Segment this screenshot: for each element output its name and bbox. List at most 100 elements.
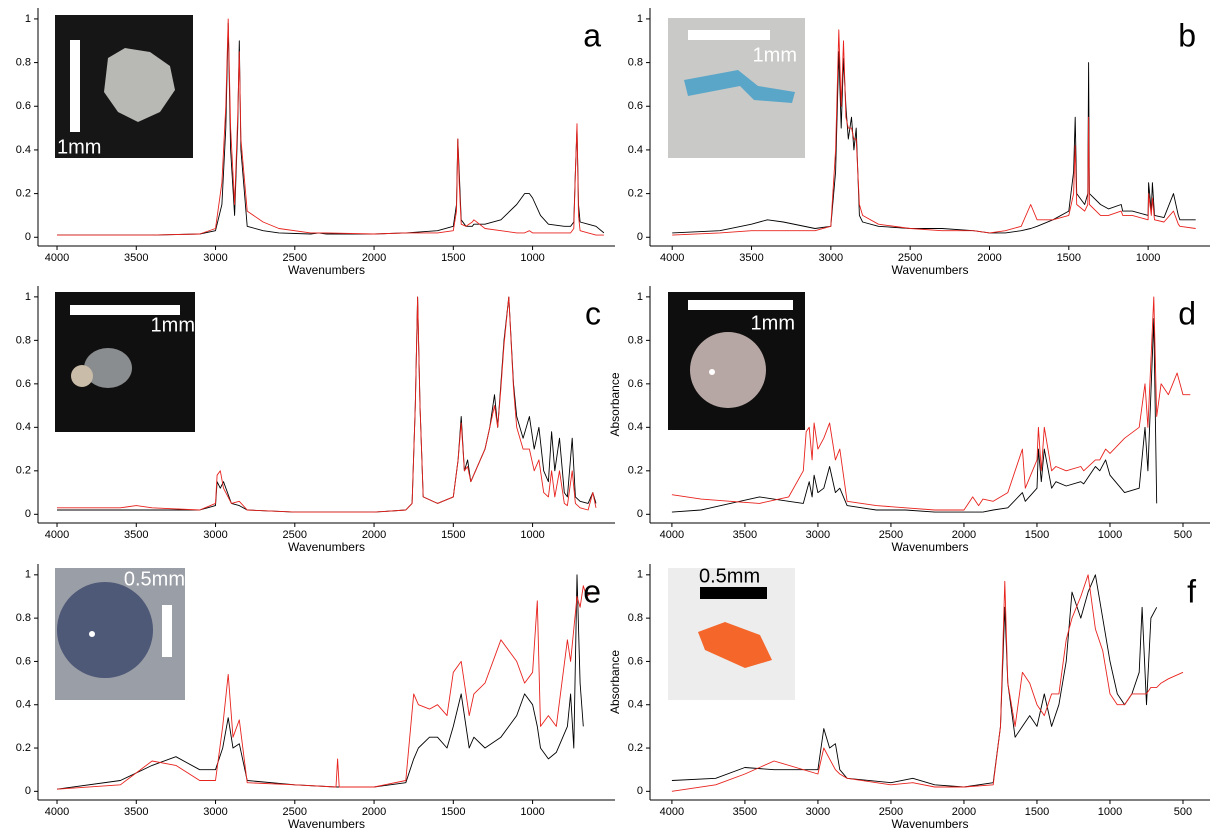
panel: 0 0.2 0.4 0.6 0.8 1 4000 3500 3000 2500 2000 1500 10…	[16, 564, 615, 831]
y-tick-label: 0	[637, 785, 643, 797]
x-tick-label: 3500	[124, 252, 148, 264]
scale-label: 1mm	[751, 312, 795, 334]
panel-label: c	[585, 295, 601, 331]
x-tick-label: 3500	[733, 529, 757, 541]
y-tick-label: 0.4	[16, 421, 31, 433]
x-tick-label: 2500	[283, 529, 307, 541]
y-tick-label: 0.6	[16, 100, 31, 112]
x-tick-label: 1000	[520, 529, 544, 541]
x-tick-label: 4000	[45, 252, 69, 264]
x-tick-label: 2500	[898, 252, 922, 264]
plot-area	[671, 574, 1184, 792]
y-tick-label: 0.2	[16, 742, 31, 754]
x-tick-label: 3000	[819, 252, 843, 264]
x-axis-label: Wavenumbers	[288, 540, 365, 554]
x-tick-label: 2000	[362, 529, 386, 541]
panel: 0 0.2 0.4 0.6 0.8 1 4000 3500 3000 2500 2000 1500 10…	[16, 286, 615, 554]
y-tick-label: 0.6	[628, 100, 643, 112]
plot-area	[57, 18, 605, 236]
y-tick-label: 0.6	[16, 655, 31, 667]
y-tick-label: 0.4	[628, 421, 643, 433]
x-tick-label: 3500	[124, 806, 148, 818]
x-tick-label: 2500	[283, 806, 307, 818]
x-tick-label: 2500	[879, 806, 903, 818]
spectrum-line	[671, 574, 1158, 788]
y-tick-label: 0.8	[628, 612, 643, 624]
y-tick-label: 1	[637, 13, 643, 25]
x-tick-label: 2000	[362, 806, 386, 818]
x-axis-label: Wavenumbers	[892, 817, 969, 831]
panel: 0 0.2 0.4 0.6 0.8 1 4000 3500 3000 2500 2000 1500 10…	[628, 8, 1210, 277]
panel: 0 0.2 0.4 0.6 0.8 1 4000 3500 3000 2500 2000 1500 10…	[608, 286, 1210, 554]
inset-f: 0.5mm	[668, 565, 795, 700]
panel-label: e	[583, 573, 601, 609]
x-tick-label: 3500	[739, 252, 763, 264]
y-tick-label: 1	[637, 291, 643, 303]
x-tick-label: 1000	[520, 806, 544, 818]
x-tick-label: 2000	[952, 529, 976, 541]
y-tick-label: 0.8	[16, 56, 31, 68]
y-tick-label: 0.4	[16, 144, 31, 156]
y-axis-label: Absorbance	[608, 650, 622, 714]
y-tick-label: 0	[637, 231, 643, 243]
x-tick-label: 500	[1174, 806, 1192, 818]
y-tick-label: 1	[25, 13, 31, 25]
x-tick-label: 1000	[520, 252, 544, 264]
panel: 0 0.2 0.4 0.6 0.8 1 4000 3500 3000 2500 2000 1500 10…	[16, 8, 615, 277]
x-tick-label: 1500	[1057, 252, 1081, 264]
panel-label: a	[583, 17, 601, 53]
y-tick-label: 0.8	[16, 334, 31, 346]
x-tick-label: 1500	[441, 806, 465, 818]
x-tick-label: 1500	[1025, 806, 1049, 818]
x-tick-label: 2000	[952, 806, 976, 818]
y-tick-label: 0.2	[628, 465, 643, 477]
y-tick-label: 0.8	[16, 612, 31, 624]
y-tick-label: 0	[25, 508, 31, 520]
spectrum-line	[671, 574, 1184, 792]
x-tick-label: 1000	[1098, 529, 1122, 541]
x-tick-label: 4000	[660, 252, 684, 264]
x-tick-label: 3500	[124, 529, 148, 541]
scale-label: 1mm	[753, 44, 797, 66]
x-tick-label: 3000	[203, 252, 227, 264]
x-tick-label: 1500	[441, 529, 465, 541]
panel: 0 0.2 0.4 0.6 0.8 1 4000 3500 3000 2500 2000 1500 10…	[608, 564, 1210, 831]
inset-d: 1mm	[668, 292, 805, 430]
y-tick-label: 0.6	[16, 378, 31, 390]
x-tick-label: 3000	[806, 806, 830, 818]
y-tick-label: 0.6	[628, 378, 643, 390]
spectrum-line	[57, 18, 604, 236]
y-tick-label: 0.4	[628, 699, 643, 711]
y-tick-label: 0.2	[628, 742, 643, 754]
inset-e: 0.5mm	[55, 568, 185, 700]
x-tick-label: 4000	[660, 806, 684, 818]
y-tick-label: 0.2	[628, 188, 643, 200]
x-axis-label: Wavenumbers	[892, 263, 969, 277]
x-axis-label: Wavenumbers	[288, 263, 365, 277]
scale-label: 1mm	[151, 314, 195, 336]
spectrum-line	[671, 296, 1191, 511]
x-tick-label: 2500	[879, 529, 903, 541]
y-tick-label: 1	[637, 569, 643, 581]
scale-label: 0.5mm	[124, 568, 185, 590]
spectrum-line	[672, 29, 1196, 236]
x-tick-label: 2500	[283, 252, 307, 264]
y-tick-label: 0.2	[16, 465, 31, 477]
x-tick-label: 3000	[806, 529, 830, 541]
x-tick-label: 4000	[45, 806, 69, 818]
x-axis-label: Wavenumbers	[892, 540, 969, 554]
x-tick-label: 4000	[45, 529, 69, 541]
y-tick-label: 0.6	[628, 655, 643, 667]
plot-area	[671, 296, 1191, 513]
x-tick-label: 4000	[660, 529, 684, 541]
spectrum-line	[56, 574, 584, 790]
x-tick-label: 1000	[1098, 806, 1122, 818]
y-axis-label: Absorbance	[608, 372, 622, 436]
y-tick-label: 0	[25, 785, 31, 797]
x-tick-label: 2000	[977, 252, 1001, 264]
spectrum-line	[57, 296, 597, 513]
x-tick-label: 3500	[733, 806, 757, 818]
y-tick-label: 1	[25, 569, 31, 581]
x-tick-label: 500	[1174, 529, 1192, 541]
